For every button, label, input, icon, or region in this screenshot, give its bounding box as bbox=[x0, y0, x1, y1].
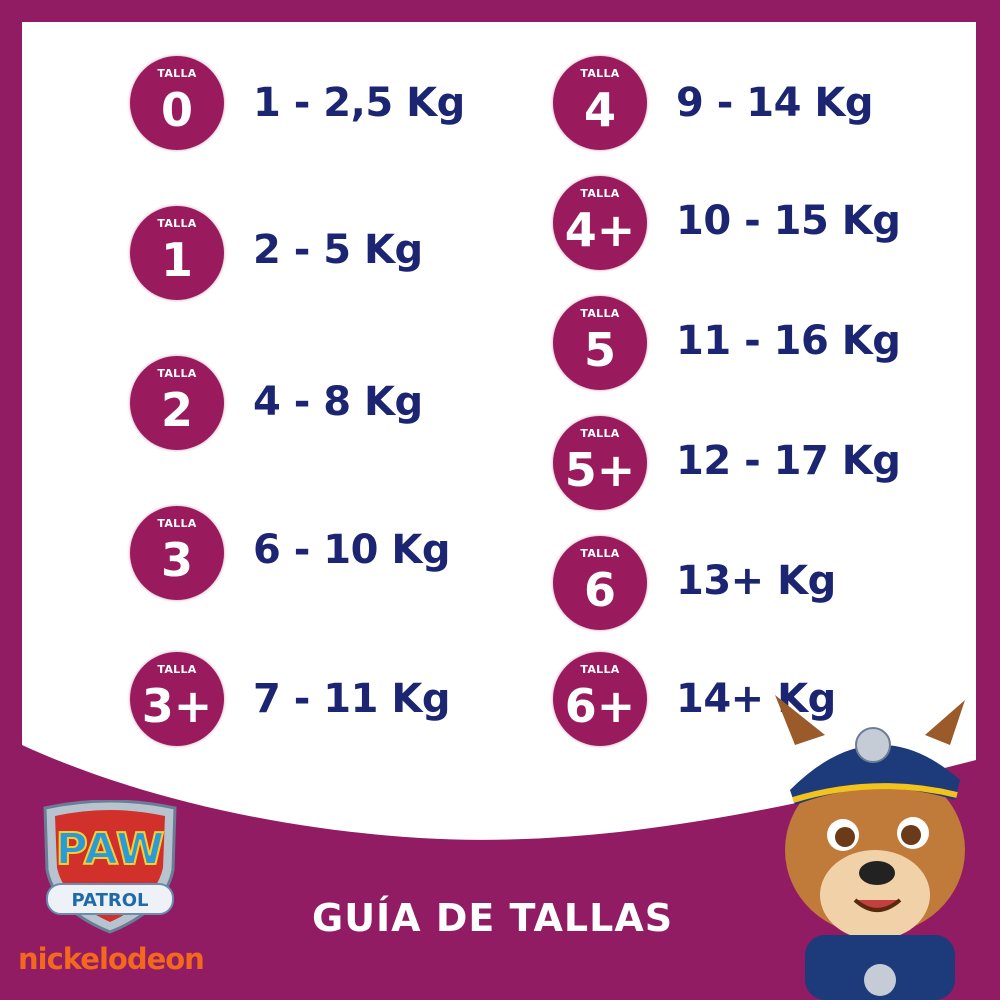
weight-range: 6 - 10 Kg bbox=[253, 527, 451, 573]
size-number: 6+ bbox=[564, 679, 636, 733]
talla-label: TALLA bbox=[580, 187, 620, 200]
talla-label: TALLA bbox=[157, 517, 197, 530]
size-badge-1: TALLA 1 bbox=[130, 206, 224, 300]
talla-label: TALLA bbox=[157, 663, 197, 676]
size-badge-4plus: TALLA 4+ bbox=[553, 176, 647, 270]
size-number: 0 bbox=[160, 83, 193, 137]
size-number: 5+ bbox=[564, 443, 636, 497]
size-badge-5plus: TALLA 5+ bbox=[553, 416, 647, 510]
weight-range: 7 - 11 Kg bbox=[253, 676, 451, 722]
logo-patrol-text: PATROL bbox=[72, 890, 149, 911]
size-number: 5 bbox=[583, 323, 616, 377]
size-badge-2: TALLA 2 bbox=[130, 356, 224, 450]
weight-range: 9 - 14 Kg bbox=[676, 80, 874, 126]
talla-label: TALLA bbox=[157, 67, 197, 80]
talla-label: TALLA bbox=[157, 217, 197, 230]
chase-character-illustration bbox=[775, 695, 965, 1000]
nickelodeon-logo: nickelodeon bbox=[18, 942, 205, 976]
weight-range: 1 - 2,5 Kg bbox=[253, 80, 465, 126]
weight-range: 12 - 17 Kg bbox=[676, 438, 901, 484]
talla-label: TALLA bbox=[157, 367, 197, 380]
weight-range: 2 - 5 Kg bbox=[253, 227, 423, 273]
talla-label: TALLA bbox=[580, 427, 620, 440]
talla-label: TALLA bbox=[580, 547, 620, 560]
logo-paw-text: PAW bbox=[56, 824, 165, 875]
weight-range: 10 - 15 Kg bbox=[676, 198, 901, 244]
size-number: 6 bbox=[583, 563, 616, 617]
size-number: 2 bbox=[160, 383, 193, 437]
page-title: GUÍA DE TALLAS bbox=[312, 896, 674, 940]
size-badge-0: TALLA 0 bbox=[130, 56, 224, 150]
size-badge-6plus: TALLA 6+ bbox=[553, 652, 647, 746]
size-badge-3plus: TALLA 3+ bbox=[130, 652, 224, 746]
size-number: 1 bbox=[160, 233, 193, 287]
weight-range: 14+ Kg bbox=[676, 676, 836, 722]
size-number: 3+ bbox=[141, 679, 213, 733]
size-badge-3: TALLA 3 bbox=[130, 506, 224, 600]
size-badge-5: TALLA 5 bbox=[553, 296, 647, 390]
size-badge-6: TALLA 6 bbox=[553, 536, 647, 630]
talla-label: TALLA bbox=[580, 307, 620, 320]
paw-patrol-logo: PAW PATROL bbox=[43, 800, 177, 934]
size-badge-4: TALLA 4 bbox=[553, 56, 647, 150]
weight-range: 13+ Kg bbox=[676, 558, 836, 604]
size-number: 3 bbox=[160, 533, 193, 587]
talla-label: TALLA bbox=[580, 663, 620, 676]
size-number: 4 bbox=[583, 83, 616, 137]
weight-range: 11 - 16 Kg bbox=[676, 318, 901, 364]
weight-range: 4 - 8 Kg bbox=[253, 379, 423, 425]
size-number: 4+ bbox=[564, 203, 636, 257]
talla-label: TALLA bbox=[580, 67, 620, 80]
